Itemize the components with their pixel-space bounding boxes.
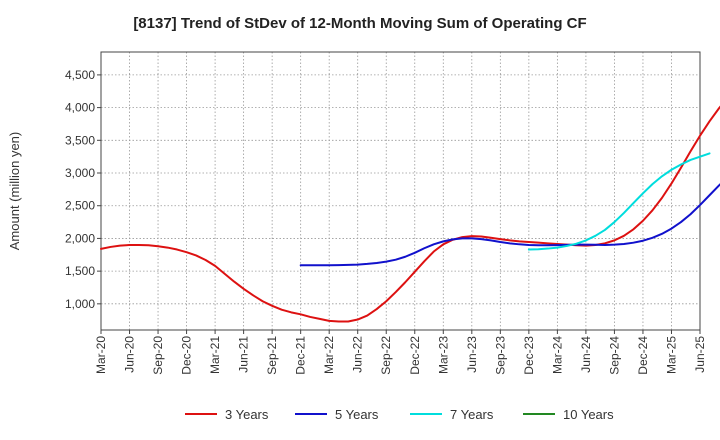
x-tick-label: Sep-21 — [265, 336, 279, 375]
y-tick-label: 3,000 — [65, 166, 95, 180]
x-tick-label: Sep-23 — [493, 336, 507, 375]
y-tick-label: 3,500 — [65, 133, 95, 147]
grid — [100, 52, 701, 330]
x-tick-label: Dec-22 — [408, 336, 422, 375]
legend-label: 7 Years — [450, 407, 494, 422]
x-tick-label: Dec-21 — [294, 336, 308, 375]
x-tick-label: Dec-24 — [636, 336, 650, 375]
series-line-3-years — [100, 105, 720, 323]
x-tick-label: Mar-25 — [664, 336, 678, 374]
plot-area-border — [100, 51, 701, 331]
legend-label: 5 Years — [335, 407, 379, 422]
y-tick-label: 2,500 — [65, 199, 95, 213]
y-tick-label: 4,500 — [65, 68, 95, 82]
legend-label: 10 Years — [563, 407, 614, 422]
x-axis: Mar-20 Jun-20 Sep-20 Dec-20 Mar-21 Jun-21 Sep-… — [94, 330, 707, 375]
legend-label: 3 Years — [225, 407, 269, 422]
x-tick-label: Jun-21 — [237, 336, 251, 373]
x-tick-label: Mar-21 — [208, 336, 222, 374]
x-tick-label: Dec-23 — [522, 336, 536, 375]
x-tick-label: Mar-23 — [436, 336, 450, 374]
series-lines — [100, 105, 720, 323]
y-tick-label: 2,000 — [65, 231, 95, 245]
x-tick-label: Mar-24 — [550, 336, 564, 374]
series-line-7-years — [527, 152, 711, 251]
y-axis-label: Amount (million yen) — [7, 132, 22, 251]
legend: 3 Years 5 Years 7 Years 10 Years — [185, 407, 614, 422]
y-tick-label: 4,000 — [65, 101, 95, 115]
series-line-5-years — [299, 183, 720, 267]
x-tick-label: Jun-20 — [123, 336, 137, 373]
x-tick-label: Mar-22 — [322, 336, 336, 374]
y-axis: 1,000 1,500 2,000 2,500 3,000 3,500 4,000 4,500 — [65, 68, 101, 311]
x-tick-label: Jun-24 — [579, 336, 593, 373]
x-tick-label: Mar-20 — [94, 336, 108, 374]
y-tick-label: 1,500 — [65, 264, 95, 278]
x-tick-label: Dec-20 — [180, 336, 194, 375]
chart-title: [8137] Trend of StDev of 12-Month Moving… — [133, 15, 586, 32]
x-tick-label: Jun-25 — [693, 336, 707, 373]
x-tick-label: Jun-22 — [351, 336, 365, 373]
x-tick-label: Sep-22 — [379, 336, 393, 375]
x-tick-label: Sep-20 — [151, 336, 165, 375]
x-tick-label: Jun-23 — [465, 336, 479, 373]
x-tick-label: Sep-24 — [607, 336, 621, 375]
y-tick-label: 1,000 — [65, 297, 95, 311]
